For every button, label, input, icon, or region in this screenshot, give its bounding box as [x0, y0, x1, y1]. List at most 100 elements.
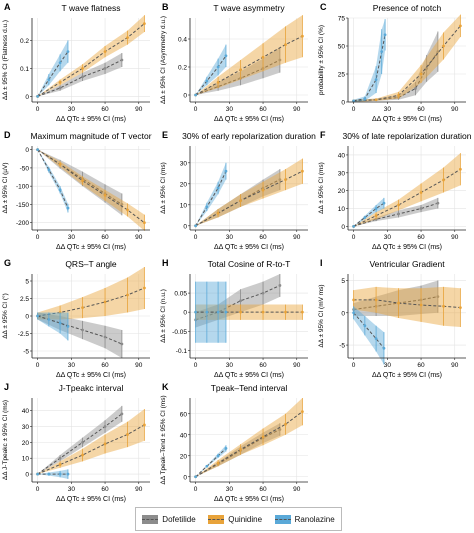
- y-axis-label: ΔΔ ± 95% CI (ms): [318, 162, 325, 214]
- series-line-quinidine: [37, 149, 145, 224]
- x-tick-label: 90: [135, 106, 143, 113]
- y-tick-label: 0: [183, 93, 187, 100]
- x-axis-label: ΔΔ QTc ± 95% CI (ms): [214, 244, 284, 251]
- ci-band-quinidine: [195, 15, 303, 96]
- y-axis-label: ΔΔ ± 95% CI (°): [1, 293, 9, 339]
- panel-letter: F: [320, 130, 326, 140]
- ci-band-dofetilide: [37, 149, 122, 216]
- series-line-ranolazine: [353, 34, 386, 102]
- ci-band-dofetilide: [37, 53, 122, 97]
- series-line-ranolazine: [353, 202, 385, 227]
- x-tick-label: 0: [194, 362, 198, 369]
- x-axis-label: ΔΔ QTc ± 95% CI (ms): [56, 244, 126, 251]
- y-tick-label: 5: [341, 278, 345, 285]
- y-tick-label: 20: [180, 181, 188, 188]
- data-point: [352, 225, 356, 228]
- data-point: [261, 435, 265, 439]
- y-axis-label: ΔΔ ± 95% CI (ms): [160, 162, 167, 214]
- x-tick-label: 90: [293, 486, 301, 493]
- y-tick-label: -2.5: [18, 331, 30, 338]
- panel-letter: D: [4, 130, 11, 140]
- y-tick-label: 30: [338, 170, 346, 177]
- ci-band-quinidine: [195, 398, 303, 477]
- data-point: [103, 335, 107, 339]
- data-point: [103, 425, 107, 428]
- x-tick-label: 90: [293, 106, 301, 113]
- y-tick-label: 0: [25, 314, 29, 321]
- panel-g: G QRS–T angle -5 -2.5 0 2.5 5 0 30 60 90 ΔΔ QTc ± 9…: [1, 258, 150, 379]
- panel-f: F 30% of late repolarization duration 0 10 2…: [318, 130, 472, 251]
- y-tick-label: -100: [16, 184, 29, 191]
- data-point: [216, 461, 220, 465]
- x-tick-label: 30: [384, 106, 392, 113]
- data-point: [261, 188, 265, 192]
- data-point: [58, 321, 62, 325]
- panel-c: C Presence of notch 0 25 50 75 0 30 60 90 ΔΔ QTc ±…: [318, 2, 466, 123]
- data-point: [126, 36, 129, 39]
- data-point: [352, 311, 356, 315]
- panel-letter: A: [4, 2, 11, 12]
- panel-letter: K: [162, 382, 169, 392]
- x-tick-label: 60: [101, 486, 109, 493]
- data-point: [103, 193, 107, 197]
- x-tick-label: 60: [417, 362, 425, 369]
- panel-letter: I: [320, 258, 323, 268]
- data-point: [284, 43, 287, 46]
- ci-band-dofetilide: [353, 280, 438, 316]
- data-point: [81, 453, 84, 457]
- x-tick-label: 30: [384, 234, 392, 241]
- y-tick-label: -200: [16, 220, 29, 227]
- data-point: [397, 203, 400, 207]
- ci-band-dofetilide: [195, 169, 280, 226]
- y-tick-label: 60: [180, 411, 188, 418]
- y-tick-label: -150: [16, 202, 29, 209]
- data-point: [383, 33, 387, 37]
- data-point: [374, 98, 378, 102]
- panel-j: J J-Tpeakc interval 0 10 20 30 40 0 30 60 90 ΔΔ QTc…: [2, 382, 150, 503]
- data-point: [458, 306, 462, 309]
- ci-band-dofetilide: [353, 31, 438, 102]
- data-point: [278, 178, 282, 181]
- data-point: [216, 211, 220, 215]
- data-point: [436, 295, 440, 299]
- data-point: [278, 58, 282, 62]
- panel-title: Tpeak–Tend interval: [211, 383, 288, 393]
- panel-title: T wave asymmetry: [213, 3, 285, 13]
- ci-band-quinidine: [37, 149, 145, 231]
- y-tick-label: 40: [338, 152, 346, 159]
- y-tick-label: 0: [183, 223, 187, 230]
- legend-swatch-dofetilide: [142, 514, 159, 524]
- y-axis-label: ΔΔ J-Tpeakc ± 95% CI (ms): [2, 400, 9, 480]
- data-point: [374, 78, 378, 81]
- series-line-dofetilide: [353, 51, 439, 102]
- x-axis-label: ΔΔ QTc ± 95% CI (ms): [214, 116, 284, 123]
- data-point: [374, 214, 378, 218]
- data-point: [397, 212, 400, 216]
- data-point: [58, 188, 62, 192]
- data-point: [363, 324, 367, 328]
- y-tick-label: 20: [180, 453, 188, 460]
- data-point: [284, 178, 287, 181]
- data-point: [81, 75, 84, 79]
- x-tick-label: 90: [135, 362, 143, 369]
- data-point: [419, 207, 423, 210]
- data-point: [36, 95, 40, 98]
- y-axis-label: probability ± 95% CI (%): [318, 25, 325, 95]
- series-line-ranolazine: [37, 51, 69, 97]
- x-tick-label: 30: [68, 234, 76, 241]
- data-point: [300, 169, 304, 173]
- x-tick-label: 0: [194, 234, 198, 241]
- data-point: [194, 93, 198, 97]
- data-point: [284, 422, 287, 426]
- ci-band-quinidine: [195, 158, 303, 226]
- data-point: [81, 306, 84, 309]
- y-axis-label: ΔΔ ± 95% CI (mV ms): [318, 284, 325, 347]
- data-point: [36, 148, 40, 152]
- data-point: [58, 463, 62, 466]
- series-line-quinidine: [195, 411, 303, 478]
- data-point: [374, 207, 378, 210]
- ci-band-dofetilide: [195, 274, 280, 328]
- panel-k: K Tpeak–Tend interval 0 20 40 60 0 30 60 90 ΔΔ QTc…: [160, 382, 308, 503]
- ci-band-quinidine: [37, 409, 145, 475]
